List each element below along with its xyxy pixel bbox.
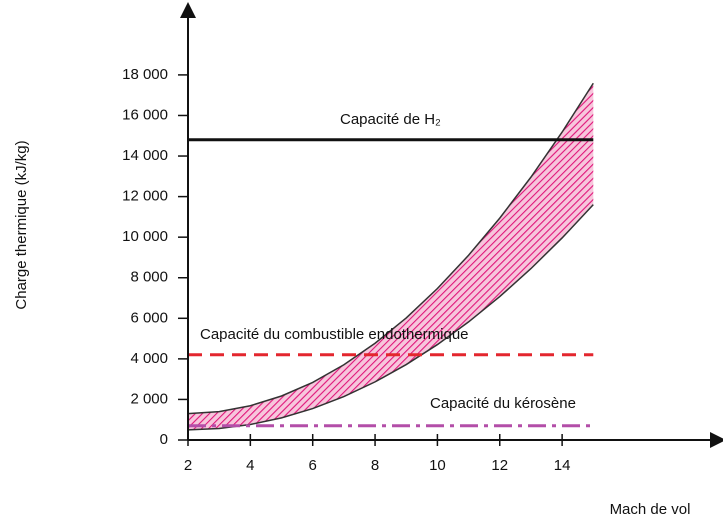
y-axis-title: Charge thermique (kJ/kg)	[13, 140, 30, 309]
band-fill	[188, 83, 594, 430]
x-tick-label: 4	[246, 457, 254, 474]
y-tick-label: 6 000	[130, 309, 168, 326]
x-tick-label: 8	[371, 457, 379, 474]
x-tick-label: 10	[429, 457, 446, 474]
x-tick-label: 12	[491, 457, 508, 474]
y-tick-label: 12 000	[122, 188, 168, 205]
reference-label: Capacité de H₂	[340, 111, 441, 128]
x-tick-label: 6	[309, 457, 317, 474]
y-tick-label: 2 000	[130, 390, 168, 407]
y-tick-label: 4 000	[130, 350, 168, 367]
y-tick-label: 10 000	[122, 228, 168, 245]
band-edge	[187, 204, 594, 431]
y-tick-label: 18 000	[122, 66, 168, 83]
band-edge	[187, 82, 594, 415]
reference-label: Capacité du kérosène	[430, 395, 576, 412]
x-axis-title: Mach de vol	[610, 501, 691, 518]
x-tick-label: 14	[554, 457, 571, 474]
x-tick-label: 2	[184, 457, 192, 474]
y-tick-label: 14 000	[122, 147, 168, 164]
y-tick-label: 16 000	[122, 106, 168, 123]
y-tick-label: 0	[160, 431, 168, 448]
reference-label: Capacité du combustible endothermique	[200, 326, 469, 343]
y-tick-label: 8 000	[130, 269, 168, 286]
